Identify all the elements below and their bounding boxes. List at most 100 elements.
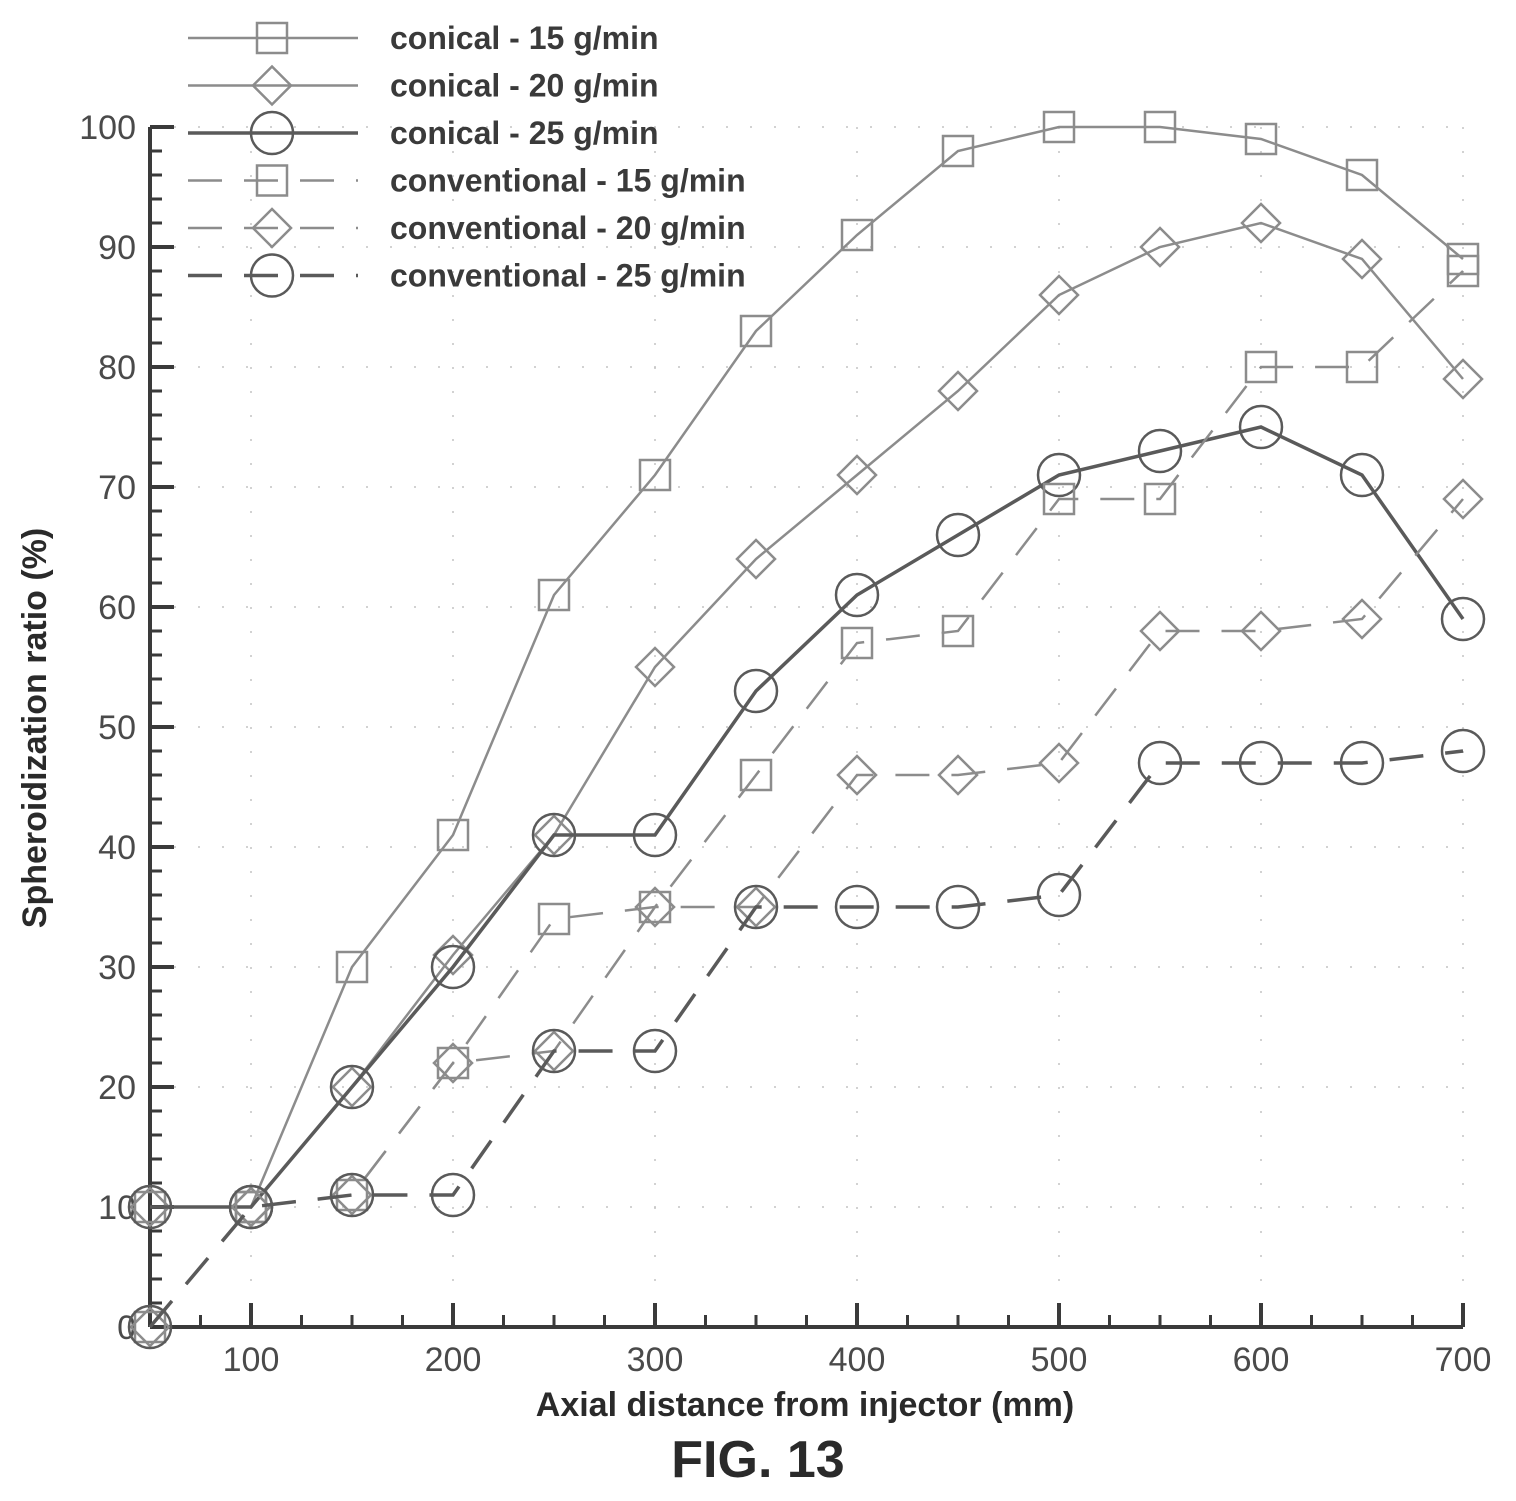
data-point [230,1186,272,1228]
data-point [531,1028,577,1074]
series-5 [129,478,1484,1348]
legend-entry-1: conical - 15 g/min [188,20,659,56]
x-tick-label: 700 [1435,1341,1492,1379]
data-point [1038,742,1080,784]
legend-entry-3: conical - 25 g/min [188,110,659,156]
data-point [127,1184,173,1230]
data-point [1345,158,1379,192]
legend-label: conical - 15 g/min [390,20,659,56]
legend-entry-2: conical - 20 g/min [188,64,659,107]
data-point [1139,610,1181,652]
data-point [632,812,678,858]
legend-label: conventional - 20 g/min [390,210,746,246]
data-point [935,884,981,930]
data-point [430,1172,476,1218]
data-point [634,646,676,688]
legend-label: conventional - 15 g/min [390,163,746,199]
data-point [935,512,981,558]
series-6 [127,728,1486,1350]
series-line [150,125,1464,1209]
figure-caption: FIG. 13 [671,1431,845,1489]
data-point [432,1042,474,1084]
series-line [150,221,1464,1209]
data-point [1240,202,1282,244]
data-point [1442,358,1484,400]
data-point [1240,610,1282,652]
x-tick-label: 100 [223,1341,280,1379]
data-point [735,886,777,928]
data-point [1042,482,1076,516]
data-point [335,950,369,984]
x-tick-label: 400 [829,1341,886,1379]
y-tick-label: 40 [98,829,136,867]
y-tick-label: 80 [98,349,136,387]
data-point [127,1304,173,1350]
data-point [1238,740,1284,786]
data-point [1036,872,1082,918]
x-axis-title: Axial distance from injector (mm) [536,1386,1074,1424]
series-3 [127,404,1486,1230]
x-tick-label: 300 [627,1341,684,1379]
legend-entry-6: conventional - 25 g/min [188,253,746,298]
data-point [329,1064,375,1110]
series-line [148,749,1464,1329]
y-tick-label: 30 [98,949,136,987]
y-tick-label: 20 [98,1069,136,1107]
axes [148,125,1465,1329]
y-tick-label: 100 [79,109,136,147]
data-point [1339,452,1385,498]
y-tick-label: 50 [98,709,136,747]
data-point [1244,350,1278,384]
legend-entry-5: conventional - 20 g/min [188,207,746,249]
data-point [834,884,880,930]
data-point [632,1028,678,1074]
data-point [234,1190,268,1224]
data-point [739,758,773,792]
data-point [1042,110,1076,144]
data-point [430,944,476,990]
data-point [1440,728,1486,774]
data-point [331,1174,373,1216]
data-point [733,884,779,930]
data-point [1341,598,1383,640]
data-point [531,812,577,858]
data-point [129,1306,171,1348]
data-point [335,1178,369,1212]
data-point [1038,274,1080,316]
data-point [533,1030,575,1072]
data-point [836,454,878,496]
series-line [149,498,1464,1328]
data-point [638,458,672,492]
x-tick-label: 500 [1031,1341,1088,1379]
data-point [840,218,874,252]
data-point [1341,238,1383,280]
data-point [733,668,779,714]
data-point [537,902,571,936]
series-line [150,425,1465,1209]
data-point [1143,482,1177,516]
data-point [1137,740,1183,786]
y-axis-title: Spheroidization ratio (%) [16,528,54,928]
data-point [537,578,571,612]
series-1 [133,110,1480,1224]
data-point [436,1046,470,1080]
data-point [228,1184,274,1230]
legend-label: conventional - 25 g/min [390,258,746,294]
data-point [1139,226,1181,268]
x-tick-label: 600 [1233,1341,1290,1379]
data-point [1442,478,1484,520]
legend-label: conical - 25 g/min [390,115,659,151]
data-point [1345,350,1379,384]
data-point [436,818,470,852]
legend-marker [251,64,293,107]
data-point [1137,428,1183,474]
data-point [533,814,575,856]
data-point [735,538,777,580]
data-point [129,1186,171,1228]
data-point [836,754,878,796]
x-tick-label: 200 [425,1341,482,1379]
y-tick-label: 70 [98,469,136,507]
data-point [1036,452,1082,498]
